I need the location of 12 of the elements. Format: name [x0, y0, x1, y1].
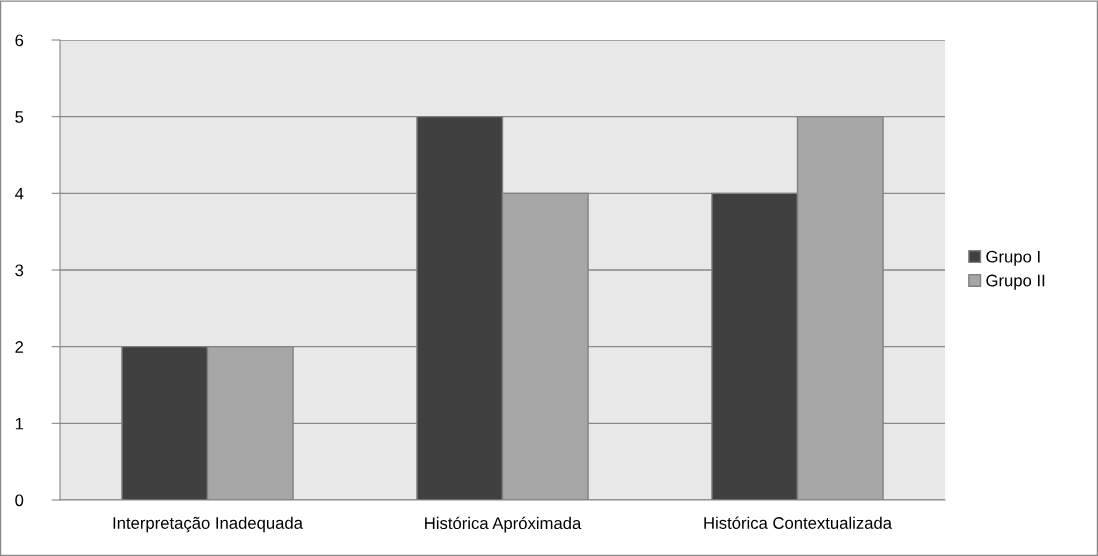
y-tick-label: 5 [15, 111, 24, 123]
y-tick-label: 6 [15, 34, 24, 47]
legend-label: Grupo II [986, 274, 1045, 290]
y-tick-label: 3 [15, 264, 24, 277]
x-tick-label: Histórica Contextualizada [704, 516, 892, 529]
y-tick-label: 0 [15, 494, 24, 507]
y-tick-label: 1 [15, 417, 24, 430]
x-tick-label: Interpretação Inadequada [113, 516, 303, 533]
x-tick-label: Histórica Apróximada [425, 516, 582, 533]
legend-label: Grupo I [986, 250, 1040, 266]
y-tick-label: 2 [15, 341, 24, 353]
y-tick-label: 4 [15, 187, 24, 200]
